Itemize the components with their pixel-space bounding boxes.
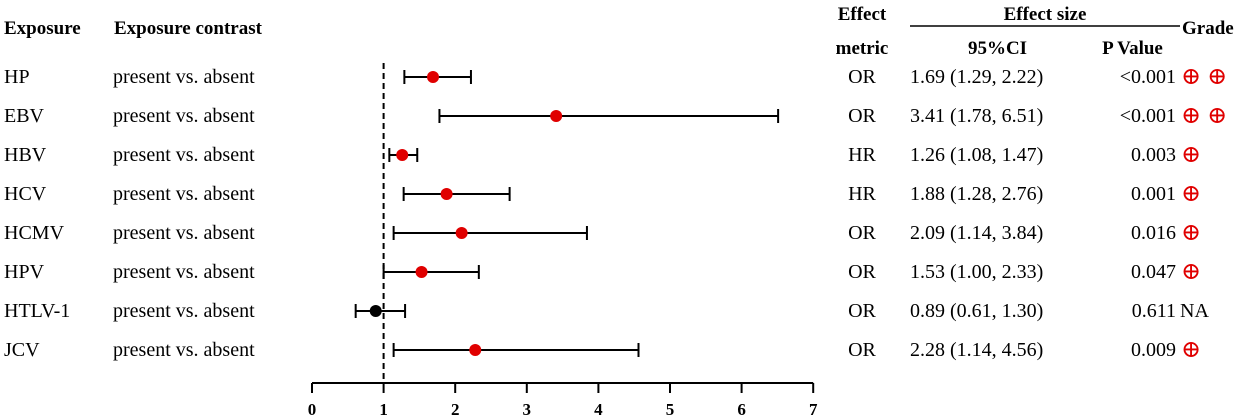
row-p-value: 0.003 [1131, 144, 1176, 166]
header-effect-metric-line1: Effect [837, 4, 887, 25]
header-exposure-contrast: Exposure contrast [114, 18, 262, 39]
row-contrast: present vs. absent [113, 300, 255, 322]
row-ci-text: 1.88 (1.28, 2.76) [910, 183, 1044, 205]
plot-layer: 0 1 2 3 4 5 6 7 [308, 63, 818, 416]
header-grade: Grade [1182, 18, 1234, 39]
row-grade: ⊕ [1181, 220, 1202, 246]
row-p-value: 0.016 [1131, 222, 1176, 244]
x-axis-tick-label: 1 [379, 400, 388, 416]
row-contrast: present vs. absent [113, 144, 255, 166]
row-p-value: 0.611 [1131, 300, 1176, 322]
row-metric: OR [848, 300, 876, 322]
header-exposure: Exposure [4, 18, 81, 39]
estimate-point [427, 71, 440, 83]
row-metric: HR [848, 183, 876, 205]
row-ci-text: 1.69 (1.29, 2.22) [910, 66, 1044, 88]
x-axis-tick-label: 7 [809, 400, 818, 416]
row-contrast: present vs. absent [113, 183, 255, 205]
row-p-value: 0.009 [1131, 339, 1176, 361]
row-metric: OR [848, 105, 876, 127]
x-axis-tick-label: 3 [523, 400, 532, 416]
row-exposure: HP [4, 66, 30, 88]
row-exposure: EBV [4, 105, 44, 127]
row-contrast: present vs. absent [113, 105, 255, 127]
header-effect-size: Effect size [1003, 4, 1087, 25]
row-grade: ⊕ ⊕ [1181, 103, 1228, 129]
row-grade: ⊕ [1181, 142, 1202, 168]
x-axis-tick-label: 2 [451, 400, 460, 416]
row-ci-text: 2.28 (1.14, 4.56) [910, 339, 1044, 361]
row-metric: OR [848, 66, 876, 88]
estimate-point [369, 305, 382, 317]
row-exposure: HTLV-1 [4, 300, 71, 322]
row-ci-text: 1.53 (1.00, 2.33) [910, 261, 1044, 283]
row-grade: ⊕ [1181, 181, 1202, 207]
row-contrast: present vs. absent [113, 261, 255, 283]
row-p-value: 0.047 [1131, 261, 1176, 283]
row-exposure: HPV [4, 261, 45, 283]
estimate-point [455, 227, 468, 239]
row-grade: ⊕ [1181, 259, 1202, 285]
row-p-value: <0.001 [1119, 66, 1176, 88]
estimate-point [415, 266, 428, 278]
row-contrast: present vs. absent [113, 66, 255, 88]
row-exposure: HBV [4, 144, 47, 166]
row-p-value: <0.001 [1119, 105, 1176, 127]
row-ci-text: 3.41 (1.78, 6.51) [910, 105, 1044, 127]
row-grade: ⊕ ⊕ [1181, 64, 1228, 90]
row-metric: OR [848, 339, 876, 361]
row-contrast: present vs. absent [113, 222, 255, 244]
header-p-value: P Value [1102, 38, 1163, 59]
estimate-point [396, 149, 409, 161]
row-ci-text: 1.26 (1.08, 1.47) [910, 144, 1044, 166]
row-ci-text: 0.89 (0.61, 1.30) [910, 300, 1044, 322]
estimate-point [440, 188, 453, 200]
x-axis-tick-label: 0 [308, 400, 317, 416]
x-axis-tick-label: 5 [666, 400, 675, 416]
row-metric: OR [848, 261, 876, 283]
estimate-point [469, 344, 482, 356]
row-exposure: HCMV [4, 222, 65, 244]
x-axis-tick-label: 6 [737, 400, 746, 416]
row-contrast: present vs. absent [113, 339, 255, 361]
row-p-value: 0.001 [1131, 183, 1176, 205]
row-grade: ⊕ [1181, 337, 1202, 363]
row-grade: NA [1180, 300, 1209, 322]
row-exposure: JCV [4, 339, 40, 361]
row-metric: OR [848, 222, 876, 244]
header-95ci: 95%CI [967, 38, 1028, 59]
row-ci-text: 2.09 (1.14, 3.84) [910, 222, 1044, 244]
row-metric: HR [848, 144, 876, 166]
header-effect-metric-line2: metric [835, 38, 889, 59]
row-exposure: HCV [4, 183, 47, 205]
x-axis-tick-label: 4 [594, 400, 603, 416]
estimate-point [550, 110, 563, 122]
